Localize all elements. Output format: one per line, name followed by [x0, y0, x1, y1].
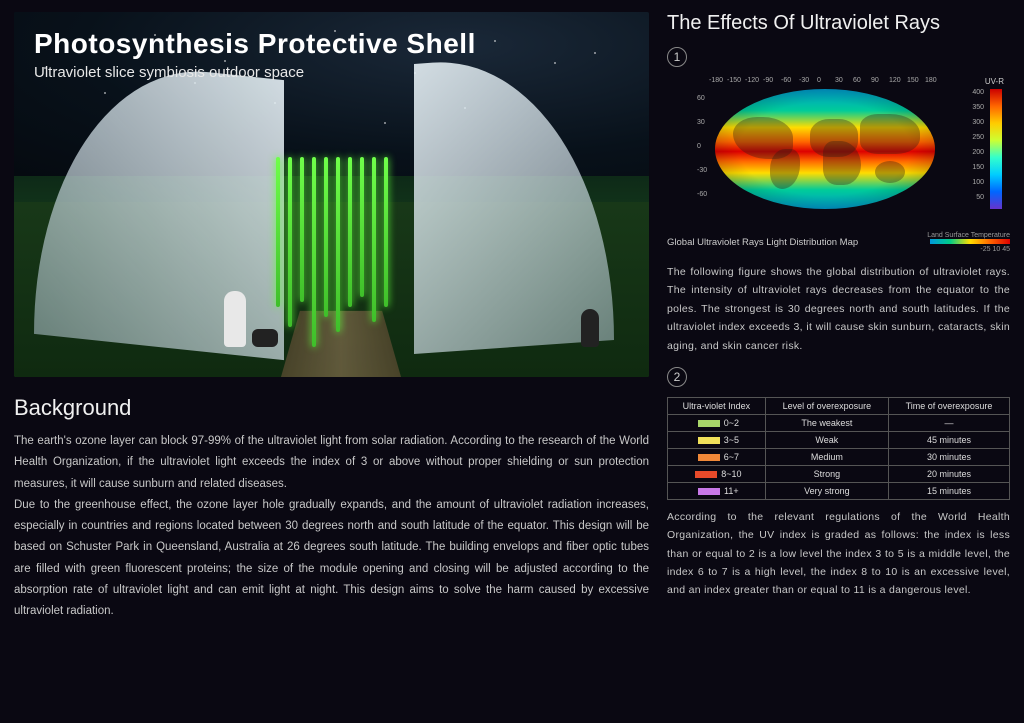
section-badge-2: 2	[667, 367, 687, 387]
mini-legend: Land Surface Temperature -25 10 45	[927, 232, 1010, 253]
uv-index-table: Ultra-violet IndexLevel of overexposureT…	[667, 397, 1010, 500]
uv-colorbar	[990, 89, 1002, 209]
background-body: The earth's ozone layer can block 97-99%…	[14, 431, 649, 622]
section-badge-1: 1	[667, 47, 687, 67]
hero-title: Photosynthesis Protective Shell	[34, 28, 476, 60]
hero-subtitle: Ultraviolet slice symbiosis outdoor spac…	[34, 64, 304, 81]
effects-heading: The Effects Of Ultraviolet Rays	[667, 12, 1010, 35]
effects-para-2: According to the relevant regulations of…	[667, 508, 1010, 600]
effects-para-1: The following figure shows the global di…	[667, 263, 1010, 355]
uv-globe-chart: -180-150-120-90-60-300306090120150180 60…	[667, 71, 1010, 226]
hero-render: Photosynthesis Protective Shell Ultravio…	[14, 12, 649, 377]
uvr-label: UV-R	[985, 77, 1004, 86]
background-heading: Background	[14, 395, 649, 421]
map-caption: Global Ultraviolet Rays Light Distributi…	[667, 237, 858, 248]
